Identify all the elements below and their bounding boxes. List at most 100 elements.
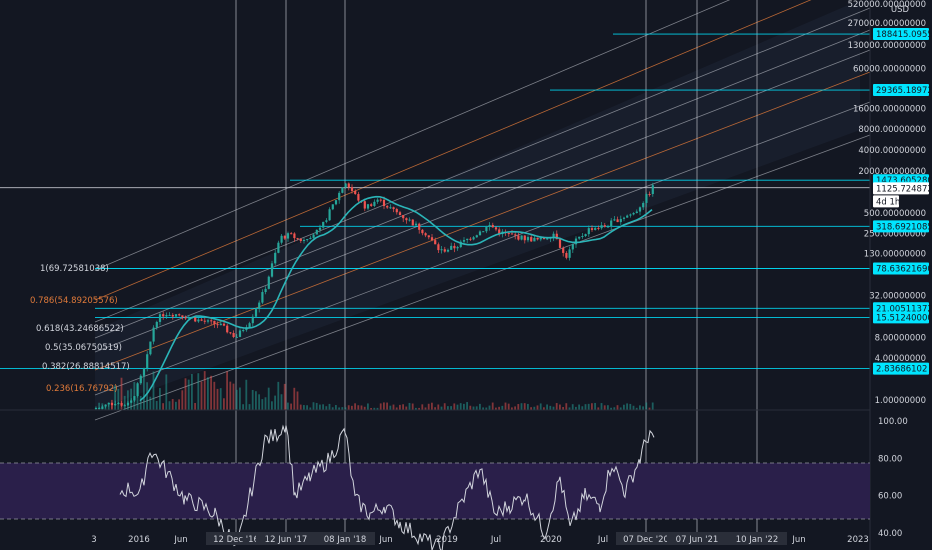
candle-body-100 [414, 223, 418, 226]
candle-body-170 [638, 207, 642, 212]
currency-label: USD [891, 5, 910, 15]
candle-body-60 [286, 233, 290, 239]
volume-bar-135 [527, 403, 529, 410]
channel-line-0 [94, 0, 731, 271]
volume-bar-57 [277, 381, 280, 410]
price-axis-label-0: 520000.00000000 [848, 0, 926, 10]
candle-body-23 [168, 314, 171, 316]
candle-body-106 [434, 240, 437, 245]
volume-bar-25 [175, 401, 177, 410]
volume-bar-168 [632, 405, 635, 410]
candle-body-91 [386, 206, 389, 208]
candle-body-125 [494, 227, 498, 230]
volume-bar-64 [299, 404, 302, 410]
volume-bar-155 [591, 403, 593, 410]
candle-body-126 [498, 229, 501, 234]
volume-bar-4 [107, 405, 110, 410]
price-tag-label-6: 78.63621690 [876, 264, 932, 274]
volume-bar-89 [379, 403, 382, 410]
volume-bar-7 [117, 388, 120, 410]
volume-bar-113 [456, 404, 459, 410]
volume-bar-170 [639, 405, 641, 410]
candle-body-14 [139, 375, 142, 384]
candle-body-51 [258, 302, 261, 310]
volume-bar-87 [373, 407, 376, 410]
volume-bar-133 [520, 403, 523, 410]
price-tag-box-4 [873, 182, 929, 195]
volume-bar-52 [261, 399, 264, 410]
candle-body-6 [114, 403, 117, 406]
volume-bar-146 [562, 406, 564, 410]
volume-bar-93 [392, 404, 395, 410]
volume-bar-10 [127, 390, 129, 410]
candle-body-52 [261, 292, 264, 303]
candle-body-22 [165, 315, 168, 317]
price-tag-label-5: 318.69210857 [876, 222, 932, 232]
volume-bar-171 [642, 406, 644, 410]
volume-bar-97 [405, 406, 408, 410]
fib-label-0: 1(69.72581038) [40, 264, 109, 274]
price-axis-label-7: 2000.00000000 [858, 167, 926, 177]
candle-body-0 [94, 408, 98, 409]
candle-body-169 [635, 211, 638, 214]
candle-body-24 [171, 314, 174, 317]
volume-bar-138 [536, 405, 539, 410]
channel-line-2 [94, 7, 871, 323]
candle-body-134 [523, 235, 526, 241]
candle-body-168 [632, 213, 635, 215]
volume-bar-54 [267, 387, 270, 410]
rsi-axis-label-3: 40.00 [878, 529, 902, 539]
fib-label-5: 0.236(16.76792) [46, 384, 118, 394]
volume-bar-98 [408, 402, 411, 410]
candle-body-43 [232, 332, 235, 338]
volume-bar-152 [581, 406, 584, 410]
candle-body-64 [299, 238, 302, 242]
volume-bar-164 [619, 407, 622, 410]
volume-bar-66 [306, 405, 308, 410]
volume-bar-16 [146, 382, 148, 410]
candle-body-164 [619, 218, 622, 223]
date-label-3: 12 Dec '16 [213, 535, 259, 545]
volume-bar-50 [255, 391, 257, 410]
candle-body-13 [136, 383, 139, 397]
candle-body-115 [462, 240, 466, 242]
price-tag-label-1: 29365.18972161 [876, 86, 932, 96]
volume-bar-70 [319, 404, 321, 410]
volume-bar-122 [485, 407, 488, 410]
date-box-4 [256, 532, 316, 545]
fib-label-2: 0.618(43.24686522) [36, 324, 124, 334]
volume-bar-153 [584, 404, 587, 410]
candle-body-5 [110, 402, 114, 406]
price-tag-label-9: 2.83686102 [876, 365, 927, 375]
candle-body-15 [142, 368, 146, 376]
date-label-15: 2023 [847, 535, 869, 545]
candle-body-49 [251, 316, 254, 324]
candle-body-163 [616, 219, 619, 223]
candle-body-55 [270, 263, 274, 277]
volume-bar-114 [459, 403, 462, 410]
candle-body-110 [446, 249, 450, 252]
candle-body-156 [594, 227, 597, 230]
volume-bar-77 [341, 407, 344, 410]
volume-bar-167 [629, 403, 632, 410]
volume-bar-21 [162, 403, 164, 410]
volume-bar-27 [181, 390, 184, 410]
volume-bar-104 [427, 403, 430, 410]
volume-bar-34 [203, 371, 206, 410]
candle-body-3 [104, 404, 107, 407]
volume-bar-78 [344, 407, 347, 410]
candle-body-118 [472, 237, 475, 240]
candle-body-48 [248, 323, 251, 328]
candle-body-80 [350, 187, 354, 191]
volume-bar-94 [395, 407, 398, 410]
volume-bar-36 [210, 375, 212, 410]
volume-bar-126 [498, 406, 500, 410]
candle-body-69 [315, 229, 318, 235]
volume-bar-174 [651, 402, 654, 410]
volume-bar-69 [315, 402, 318, 410]
candle-body-108 [440, 249, 443, 251]
candle-body-33 [200, 319, 203, 321]
volume-bar-162 [613, 407, 616, 410]
